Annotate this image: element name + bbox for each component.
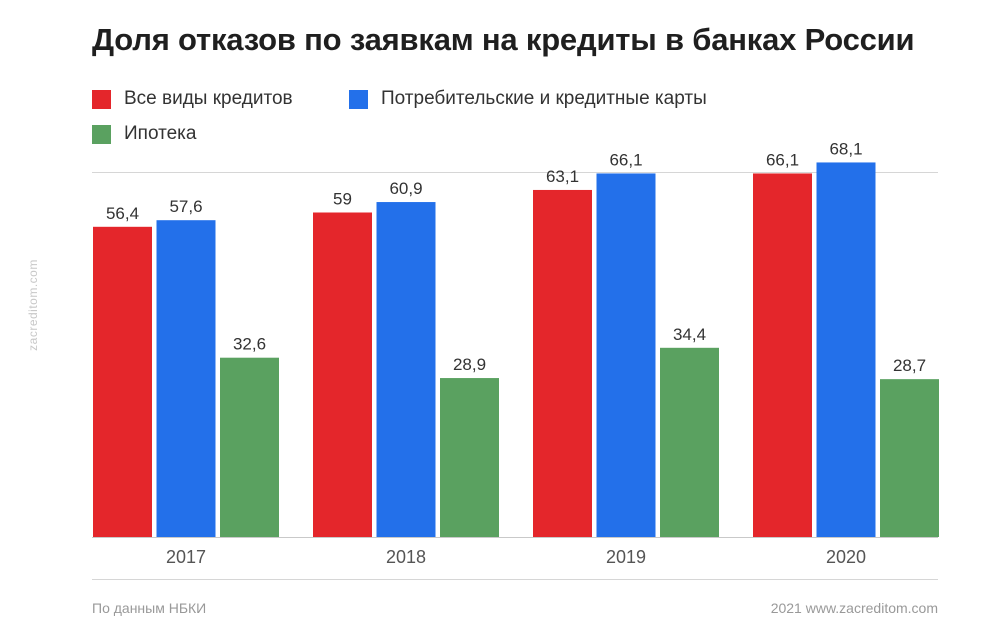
legend-label: Все виды кредитов: [124, 88, 293, 109]
bar-2019-series-1: [596, 173, 656, 537]
legend-swatch-red: [92, 89, 111, 109]
data-label: 66,1: [609, 150, 642, 169]
bar-2020-series-0: [753, 173, 812, 537]
data-label: 28,7: [893, 356, 926, 375]
top-divider: [92, 172, 938, 173]
legend-swatch-green: [92, 124, 111, 144]
legend-item-all-credits: Все виды кредитов: [92, 88, 293, 110]
bottom-divider: [92, 579, 938, 580]
data-label: 59: [333, 190, 352, 209]
data-label: 63,1: [546, 167, 579, 186]
chart-title: Доля отказов по заявкам на кредиты в бан…: [92, 22, 915, 57]
legend-swatch-blue: [349, 89, 368, 109]
data-label: 57,6: [169, 197, 202, 216]
bar-2017-series-2: [220, 357, 279, 537]
bar-2020-series-2: [880, 379, 939, 537]
data-label: 56,4: [106, 204, 139, 223]
data-label: 32,6: [233, 335, 266, 354]
footer-credit: 2021 www.zacreditom.com: [770, 600, 938, 616]
x-tick-label: 2020: [826, 547, 866, 567]
bar-2017-series-0: [93, 226, 152, 538]
legend-item-consumer-cards: Потребительские и кредитные карты: [349, 88, 707, 110]
bar-2018-series-2: [440, 378, 499, 537]
x-tick-label: 2017: [166, 547, 206, 567]
bar-2017-series-1: [156, 220, 216, 537]
data-label: 28,9: [453, 355, 486, 374]
bar-2019-series-0: [533, 189, 592, 537]
data-label: 34,4: [673, 325, 706, 344]
x-tick-label: 2019: [606, 547, 646, 567]
legend-label: Ипотека: [124, 123, 197, 144]
data-label: 66,1: [766, 150, 799, 169]
bar-2019-series-2: [660, 347, 719, 537]
bar-2020-series-1: [816, 162, 876, 537]
x-tick-label: 2018: [386, 547, 426, 567]
legend-label: Потребительские и кредитные карты: [381, 88, 707, 109]
data-label: 68,1: [829, 139, 862, 158]
data-label: 60,9: [389, 179, 422, 198]
bar-2018-series-1: [376, 202, 436, 538]
watermark: zacreditom.com: [26, 259, 40, 351]
footer-source: По данным НБКИ: [92, 600, 207, 616]
legend-item-mortgage: Ипотека: [92, 123, 196, 145]
bar-2018-series-0: [313, 212, 372, 537]
